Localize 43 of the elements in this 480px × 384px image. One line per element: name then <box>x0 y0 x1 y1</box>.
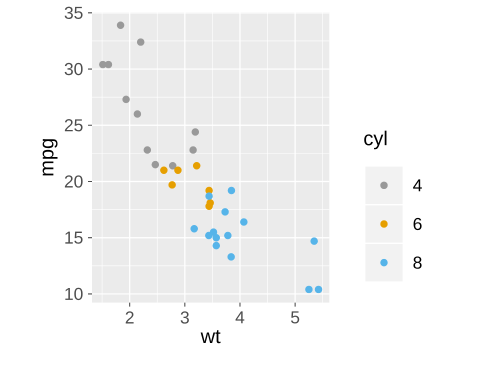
x-axis-title: wt <box>200 330 221 344</box>
y-tick-label: 10 <box>65 288 83 300</box>
legend-label: 6 <box>414 218 422 230</box>
legend-label: 8 <box>413 256 422 269</box>
point <box>168 181 176 189</box>
point <box>205 232 213 240</box>
point <box>224 232 232 240</box>
point <box>314 286 322 294</box>
y-tick-label: 30 <box>64 62 83 76</box>
y-axis-title: mpg <box>42 139 58 176</box>
x-tick-label: 3 <box>180 311 189 324</box>
y-tick-label: 15 <box>65 232 83 244</box>
point <box>168 162 176 170</box>
point <box>221 208 229 216</box>
point <box>240 218 248 226</box>
point <box>205 192 213 200</box>
point <box>190 224 198 232</box>
point <box>160 166 168 174</box>
point <box>227 253 235 261</box>
point <box>122 96 130 104</box>
point <box>134 110 142 118</box>
point <box>192 162 200 170</box>
point <box>189 146 197 154</box>
legend-label: 4 <box>413 179 422 192</box>
point <box>305 286 313 294</box>
x-tick-label: 2 <box>126 311 134 324</box>
y-tick-label: 20 <box>64 175 83 188</box>
point <box>174 166 182 174</box>
legend-title: cyl <box>364 130 386 150</box>
x-tick-label: 4 <box>236 311 244 324</box>
point <box>212 242 220 250</box>
point <box>212 234 220 242</box>
point <box>228 186 236 194</box>
point <box>205 202 213 210</box>
point <box>192 128 200 136</box>
y-tick-label: 25 <box>64 119 83 132</box>
point <box>152 160 160 168</box>
y-tick-label: 35 <box>64 6 83 19</box>
point <box>136 38 144 46</box>
point <box>310 237 318 245</box>
point <box>144 146 152 154</box>
point <box>116 21 124 29</box>
x-tick-label: 5 <box>291 311 300 324</box>
